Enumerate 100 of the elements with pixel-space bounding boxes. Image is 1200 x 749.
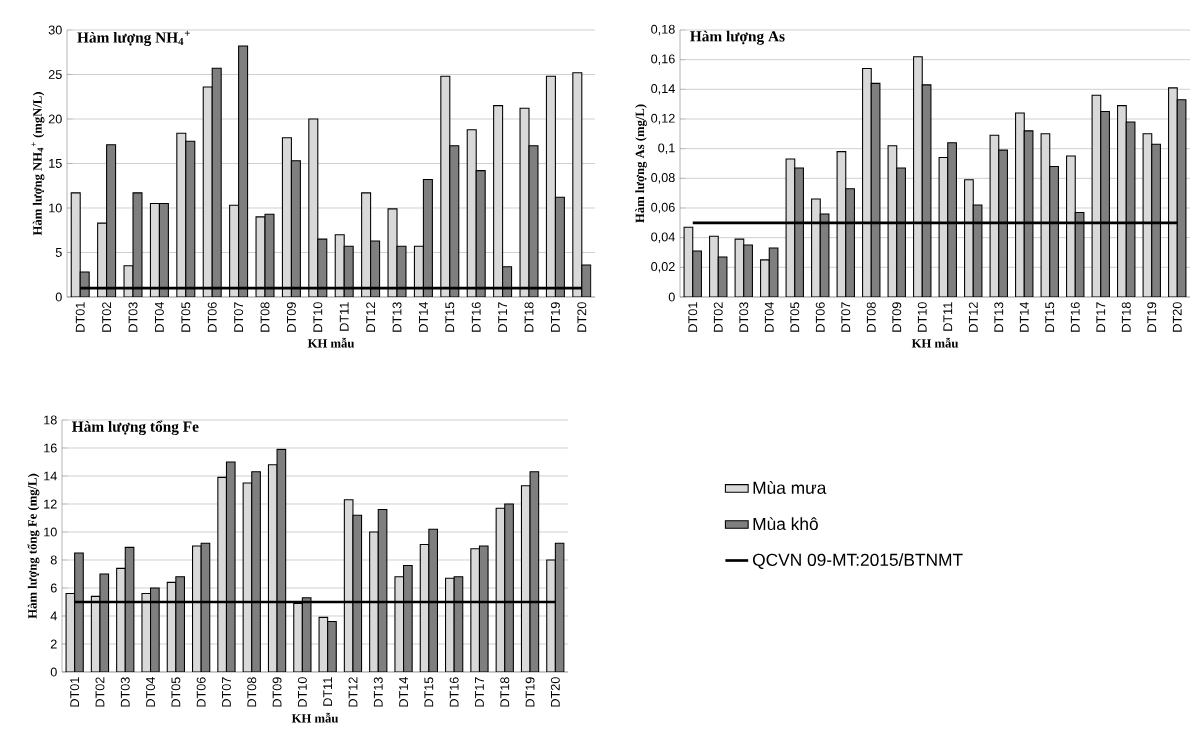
y-tick-label: 2 — [50, 639, 57, 649]
x-tick-label: DT16 — [1070, 302, 1080, 332]
x-tick-label: DT15 — [424, 677, 434, 707]
x-tick-label: DT13 — [994, 302, 1004, 332]
y-tick-label: 0,18 — [651, 24, 675, 36]
bar — [1117, 105, 1127, 297]
bar — [293, 602, 303, 672]
y-tick-label: 18 — [44, 415, 57, 425]
x-tick-label: DT02 — [95, 677, 105, 707]
x-axis-title: KH mẫu — [911, 337, 959, 348]
x-tick-label: DT08 — [260, 302, 270, 332]
x-tick-label: DT19 — [550, 302, 560, 332]
y-tick-label: 15 — [49, 159, 62, 168]
y-tick-label: 0 — [55, 292, 62, 302]
x-axis-title: KH mẫu — [307, 337, 355, 348]
y-tick-label: 6 — [50, 583, 57, 593]
x-tick-label: DT07 — [234, 302, 244, 332]
y-tick-label: 20 — [48, 114, 62, 124]
y-tick-label: 4 — [50, 611, 57, 621]
x-tick-label: DT16 — [449, 677, 459, 707]
bar — [1168, 87, 1178, 297]
x-tick-label: DT20 — [1172, 302, 1182, 332]
y-axis-title: Hàm lượng NH$_{4}$$^{+}$ (mgN/L) — [31, 92, 45, 236]
x-tick-label: DT02 — [713, 302, 723, 332]
x-tick-label: DT12 — [968, 302, 978, 332]
bar — [116, 567, 126, 672]
legend-label: QCVN 09-MT:2015/BTNMT — [752, 553, 963, 570]
x-tick-label: DT08 — [866, 302, 876, 332]
x-tick-label: DT09 — [272, 677, 282, 707]
x-tick-label: DT15 — [1045, 302, 1055, 332]
x-tick-label: DT11 — [339, 302, 349, 331]
x-tick-label: DT20 — [577, 302, 587, 332]
x-tick-label: DT02 — [102, 302, 112, 332]
y-tick-label: 10 — [49, 203, 62, 213]
y-tick-label: 0,04 — [651, 232, 675, 243]
x-tick-label: DT10 — [917, 302, 927, 332]
x-tick-label: DT14 — [1019, 302, 1029, 332]
legend-label: Mùa khô — [753, 517, 818, 531]
x-tick-label: DT09 — [286, 302, 296, 332]
x-tick-label: DT17 — [475, 677, 484, 707]
y-tick-label: 0,08 — [651, 173, 675, 184]
x-tick-label: DT13 — [373, 677, 383, 707]
x-tick-label: DT12 — [348, 677, 358, 707]
x-tick-label: DT15 — [445, 302, 455, 332]
y-tick-label: 14 — [44, 471, 57, 481]
y-axis-title: Hàm lượng As (mg/L) — [635, 104, 647, 223]
y-tick-label: 0,14 — [651, 84, 675, 95]
x-tick-label: DT07 — [221, 677, 231, 707]
x-tick-label: DT03 — [739, 302, 749, 332]
bar — [862, 68, 872, 297]
x-tick-label: DT10 — [313, 302, 323, 332]
y-tick-label: 12 — [44, 499, 57, 509]
y-tick-label: 25 — [48, 70, 62, 79]
x-tick-label: DT05 — [790, 302, 800, 332]
x-tick-label: DT06 — [196, 677, 206, 707]
x-tick-label: DT04 — [146, 677, 156, 707]
y-tick-label: 0 — [50, 667, 57, 677]
y-tick-label: 0,16 — [651, 54, 675, 65]
legend-label: Mùa mưa — [753, 481, 827, 494]
chart-title: Hàm lượng NH$_{4}$+ — [77, 30, 190, 46]
x-tick-label: DT05 — [171, 677, 181, 707]
x-tick-label: DT01 — [688, 302, 698, 332]
x-tick-label: DT06 — [207, 302, 217, 332]
y-tick-label: 0,02 — [651, 262, 675, 273]
bar — [192, 545, 202, 672]
x-tick-label: DT08 — [247, 677, 257, 707]
bar — [369, 531, 379, 672]
x-tick-label: DT13 — [392, 302, 402, 332]
x-tick-label: DT18 — [1121, 302, 1131, 332]
x-tick-label: DT04 — [154, 302, 164, 332]
y-axis-title: Hàm lượng tổng Fe (mg/L) — [27, 473, 40, 619]
x-tick-label: DT18 — [500, 677, 510, 707]
x-tick-label: DT14 — [419, 302, 428, 332]
x-tick-label: DT03 — [120, 677, 130, 707]
y-tick-label: 0,1 — [658, 143, 675, 154]
chart-title: Hàm lượng tổng Fe — [72, 420, 199, 436]
bar — [1015, 112, 1025, 297]
x-tick-label: DT17 — [1096, 302, 1106, 332]
x-tick-label: DT10 — [297, 677, 307, 707]
x-tick-label: DT06 — [815, 302, 825, 332]
bar — [709, 235, 719, 297]
x-tick-label: DT18 — [524, 302, 534, 332]
bar — [913, 56, 923, 297]
x-tick-label: DT19 — [1147, 302, 1157, 332]
x-tick-label: DT16 — [471, 302, 481, 332]
x-tick-label: DT04 — [764, 302, 774, 332]
y-tick-label: 30 — [48, 25, 62, 35]
y-tick-label: 0 — [668, 292, 675, 302]
x-tick-label: DT01 — [75, 302, 85, 332]
x-tick-label: DT05 — [181, 302, 191, 332]
bar — [546, 559, 556, 672]
y-tick-label: 0,12 — [651, 113, 675, 125]
x-tick-label: DT01 — [70, 677, 80, 707]
x-tick-label: DT17 — [498, 302, 507, 332]
y-tick-label: 8 — [50, 555, 57, 565]
x-tick-label: DT09 — [892, 302, 902, 332]
x-tick-label: DT03 — [128, 302, 138, 332]
x-tick-label: DT19 — [525, 677, 535, 707]
y-tick-label: 0,06 — [651, 202, 675, 214]
x-tick-label: DT07 — [841, 302, 851, 332]
